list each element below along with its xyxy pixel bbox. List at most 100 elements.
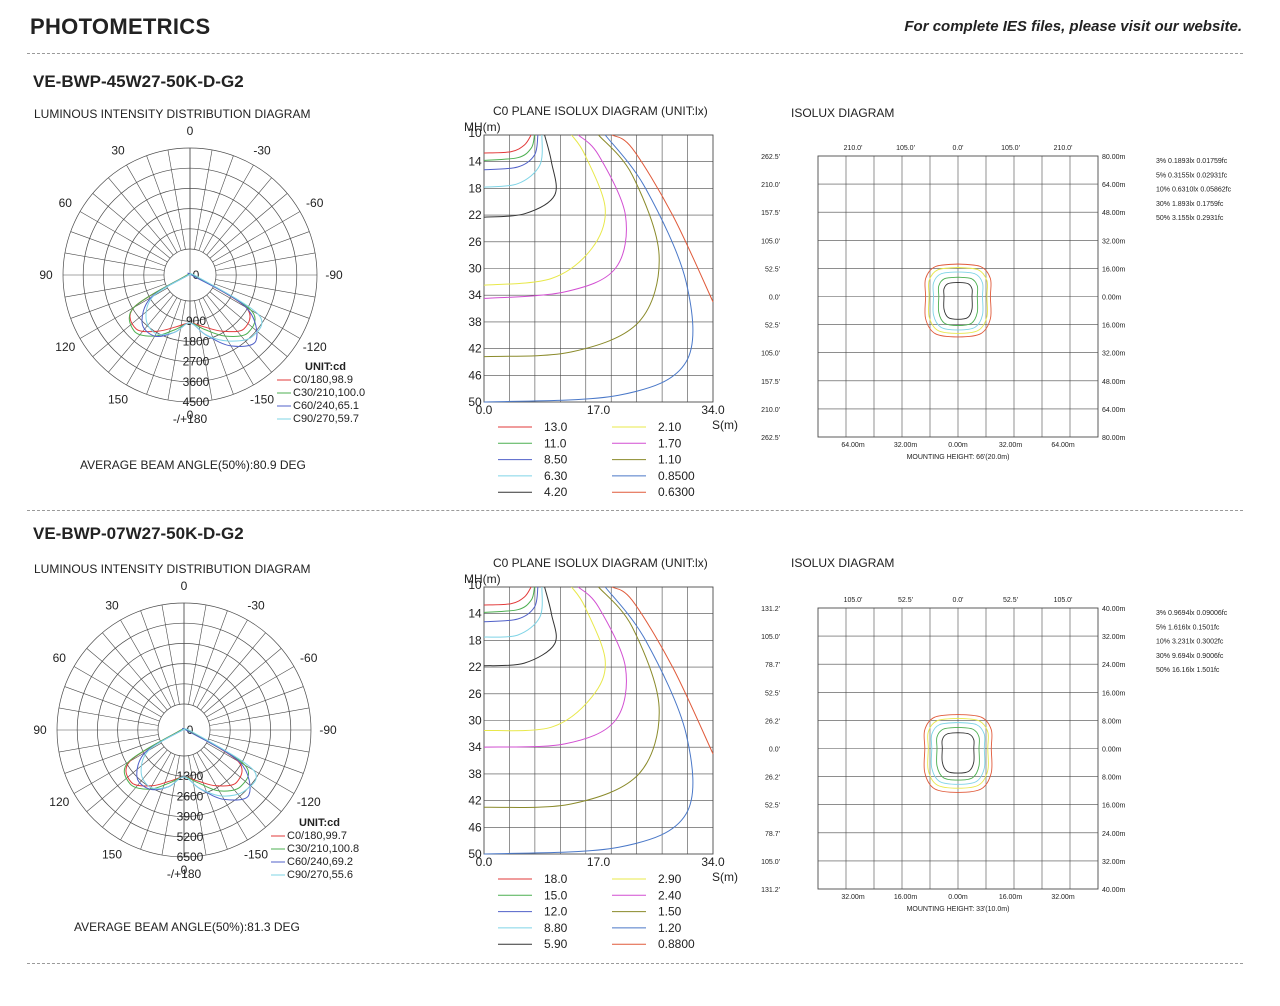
polar-radial-label: 1800 — [183, 334, 210, 348]
isolux-left-label: 52.5' — [765, 266, 780, 273]
c0-isolux-chart: MH(m)10 14 18 22 26 30 34 38 42 46 500.0 17.0 34.0S(… — [464, 120, 738, 499]
isolux-left-label: 157.5' — [761, 379, 780, 386]
c0-isolux-curve — [483, 586, 557, 667]
polar-spoke — [203, 648, 282, 714]
c0-y-axis-label: MH(m) — [464, 120, 501, 134]
legend-entry: 6.30 — [544, 469, 568, 483]
isolux-right-label: 40.00m — [1102, 887, 1126, 894]
c0-y-tick: 46 — [468, 368, 482, 382]
c0-y-axis-label: MH(m) — [464, 572, 501, 586]
isolux-right-label: 0.00m — [1102, 295, 1122, 302]
polar-spoke — [86, 746, 165, 812]
legend-entry: 2.40 — [658, 888, 682, 902]
polar-spoke — [209, 707, 310, 726]
isolux-bottom-label: 32.00m — [999, 442, 1023, 449]
polar-angle-label: 60 — [59, 196, 73, 210]
polar-spoke — [58, 707, 159, 726]
polar-angle-label: -60 — [306, 196, 324, 210]
isolux-legend-entry: 10% 0.6310lx 0.05862fc — [1156, 187, 1232, 194]
isolux-left-label: 52.5' — [765, 323, 780, 330]
isolux-top-label: 52.5' — [898, 597, 913, 604]
isolux-bottom-label: 64.00m — [1051, 442, 1075, 449]
polar-angle-label: 150 — [108, 393, 128, 407]
c0-isolux-curve — [483, 134, 532, 154]
isolux-footer: MOUNTING HEIGHT: 33'(10.0m) — [907, 906, 1010, 913]
c0-y-tick: 30 — [468, 714, 482, 728]
c0-y-tick: 14 — [468, 607, 482, 621]
polar-spoke — [200, 632, 266, 711]
isolux-top-label: 105.0' — [1054, 597, 1073, 604]
polar-spoke — [126, 297, 178, 386]
polar-chart: -/+180 -150 150 -120 120 -90 90 -60 60 -30 30 0 0 130… — [33, 579, 359, 881]
polar-spoke — [214, 231, 310, 267]
polar-spoke — [167, 300, 186, 401]
c0-y-tick: 38 — [468, 767, 482, 781]
polar-spoke — [215, 279, 316, 298]
lid-title: LUMINOUS INTENSITY DISTRIBUTION DIAGRAM — [34, 107, 311, 121]
c0-y-tick: 26 — [468, 235, 482, 249]
legend-entry: 13.0 — [544, 420, 568, 434]
c0-y-tick: 26 — [468, 687, 482, 701]
legend-entry: 11.0 — [544, 436, 567, 450]
c0-y-tick: 18 — [468, 633, 482, 647]
legend-entry: 0.8500 — [658, 469, 695, 483]
polar-spoke — [202, 164, 254, 253]
polar-radial-label: 5200 — [177, 830, 204, 844]
polar-radial-label: 3600 — [183, 375, 210, 389]
polar-spoke — [108, 294, 174, 373]
polar-spoke — [70, 231, 166, 267]
polar-spoke — [102, 632, 168, 711]
isolux-left-label: 0.0' — [769, 747, 780, 754]
isolux-bottom-label: 0.00m — [948, 442, 968, 449]
polar-angle-label: -30 — [247, 598, 265, 612]
isolux-bottom-label: 0.00m — [948, 894, 968, 901]
polar-spoke — [140, 610, 176, 706]
c0-title: C0 PLANE ISOLUX DIAGRAM (UNIT:lx) — [493, 104, 708, 118]
c0-x-tick: 0.0 — [476, 855, 493, 869]
c0-y-tick: 50 — [468, 847, 482, 861]
polar-spoke — [140, 754, 176, 850]
legend-title: UNIT:cd — [299, 817, 340, 829]
legend-entry: 8.50 — [544, 453, 568, 467]
c0-isolux-curve — [483, 586, 543, 638]
polar-spoke — [92, 291, 171, 357]
isolux-bottom-label: 64.00m — [841, 442, 865, 449]
polar-spoke — [64, 738, 160, 774]
legend-entry: 0.8800 — [658, 937, 695, 951]
isolux-bottom-label: 32.00m — [1051, 894, 1075, 901]
polar-radial-label: 1300 — [177, 769, 204, 783]
polar-spoke — [208, 738, 304, 774]
isolux-left-label: 26.2' — [765, 775, 780, 782]
legend-entry: 15.0 — [544, 888, 568, 902]
polar-radial-label: 0 — [187, 723, 194, 737]
polar-spoke — [212, 211, 301, 263]
isolux-right-label: 32.00m — [1102, 859, 1126, 866]
c0-isolux-curve — [483, 134, 535, 161]
c0-x-tick: 34.0 — [701, 403, 725, 417]
isolux-right-label: 80.00m — [1102, 154, 1126, 161]
polar-spoke — [64, 279, 165, 298]
polar-series-curve — [145, 273, 263, 342]
photometric-charts: -/+180 -150 150 -120 120 -90 90 -60 60 -30 30 0 0 900… — [39, 120, 1232, 499]
c0-y-tick: 34 — [468, 740, 482, 754]
polar-radial-label: 900 — [186, 314, 206, 328]
c0-x-tick: 17.0 — [587, 403, 611, 417]
isolux-contour — [924, 263, 992, 338]
isolux-right-label: 64.00m — [1102, 182, 1126, 189]
beam-angle: AVERAGE BEAM ANGLE(50%):80.9 DEG — [80, 458, 306, 472]
polar-spoke — [215, 252, 316, 271]
polar-spoke — [188, 755, 207, 856]
legend-entry: 5.90 — [544, 937, 568, 951]
page-title: PHOTOMETRICS — [30, 14, 211, 39]
legend-entry: 1.70 — [658, 436, 682, 450]
isolux-contour — [923, 713, 993, 793]
polar-angle-label: 30 — [111, 143, 125, 157]
c0-x-axis-label: S(m) — [712, 870, 738, 884]
product-section: VE-BWP-07W27-50K-D-G2 LUMINOUS INTENSITY… — [0, 524, 1280, 976]
legend-entry: 2.90 — [658, 872, 682, 886]
isolux-legend-entry: 30% 1.893lx 0.1759fc — [1156, 201, 1224, 208]
polar-radial-label: 3900 — [177, 810, 204, 824]
legend-entry: C90/270,59.7 — [293, 413, 359, 425]
polar-spoke — [73, 666, 162, 718]
polar-spoke — [214, 283, 310, 319]
